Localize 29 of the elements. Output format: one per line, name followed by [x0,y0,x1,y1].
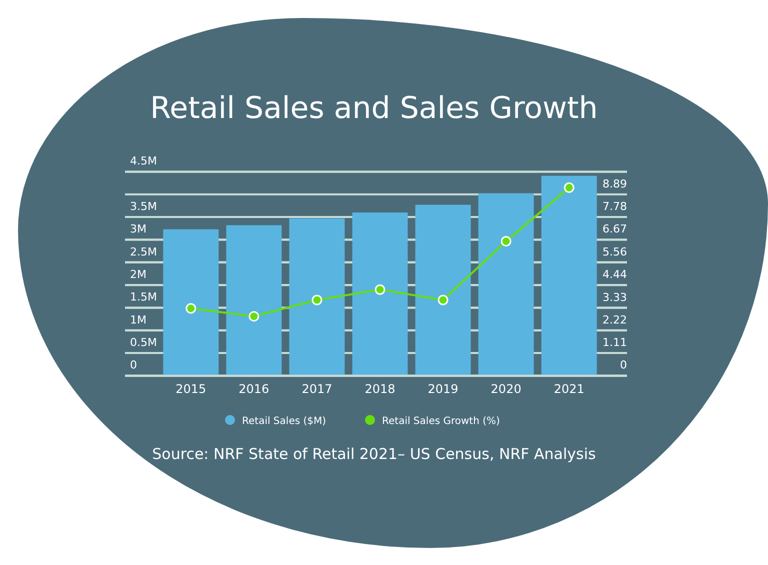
x-tick-label: 2016 [238,382,270,396]
y2-tick-label: 7.78 [602,200,627,213]
y2-tick-label: 8.89 [602,177,627,190]
y2-tick-label: 6.67 [602,222,627,236]
y2-tick-label: 5.56 [602,245,627,258]
y-tick-label: 3.5M [130,200,157,214]
x-tick-label: 2019 [428,382,458,396]
y-tick-label: 0.5M [130,336,157,350]
legend-label: Retail Sales Growth (%) [382,416,500,427]
y2-tick-label: 0 [620,358,627,372]
y2-tick-label: 1.11 [602,336,627,350]
chart-title: Retail Sales and Sales Growth [150,91,598,126]
legend-label: Retail Sales ($M) [242,416,326,427]
y2-tick-label: 4.44 [602,268,627,282]
source-note: Source: NRF State of Retail 2021– US Census, NRF Analysis [152,445,596,463]
y-tick-label: 2.5M [130,245,157,258]
y-tick-label: 0 [130,358,137,372]
y2-tick-label: 3.33 [602,290,627,304]
x-tick-label: 2018 [364,382,396,396]
y2-tick-label: 2.22 [602,313,627,326]
y-tick-label: 2M [130,268,146,282]
x-tick-label: 2021 [554,382,584,396]
x-tick-label: 2015 [176,382,206,396]
y-tick-label: 1.5M [130,290,157,304]
y-tick-label: 4.5M [130,154,157,168]
y-tick-label: 1M [130,313,146,326]
x-tick-label: 2017 [302,382,332,396]
y-tick-label: 3M [130,222,146,236]
x-tick-label: 2020 [490,382,522,396]
